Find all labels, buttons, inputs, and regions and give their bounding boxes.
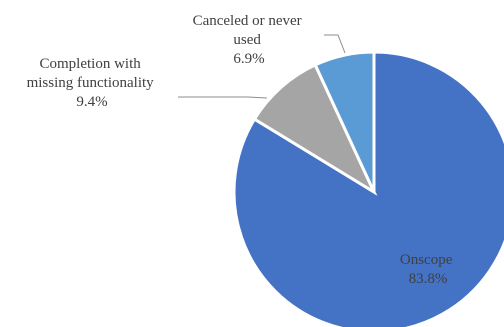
pie-slices [232,50,504,327]
pie-slice-canceled-or-never-used [313,50,376,193]
label-onscope-value: 83.8% [409,271,448,287]
label-completion-line-2: missing functionality [27,75,155,91]
label-canceled-line-2: used [233,32,261,48]
leader-line-completion [178,96,268,99]
label-canceled: Canceled or never used 6.9% [193,13,306,67]
label-canceled-value: 6.9% [233,51,264,67]
label-completion-value: 9.4% [76,94,107,110]
pie-slice-completion-with-missing-functionality [252,62,378,196]
label-onscope: Onscope 83.8% [400,252,456,287]
leader-line-canceled [324,34,346,54]
label-onscope-line-1: Onscope [400,252,453,268]
label-completion: Completion with missing functionality 9.… [27,56,158,110]
label-canceled-line-1: Canceled or never [193,13,302,29]
data-labels: Canceled or never used 6.9% Completion w… [27,13,456,287]
label-completion-line-1: Completion with [40,56,142,72]
leader-lines [178,34,346,99]
